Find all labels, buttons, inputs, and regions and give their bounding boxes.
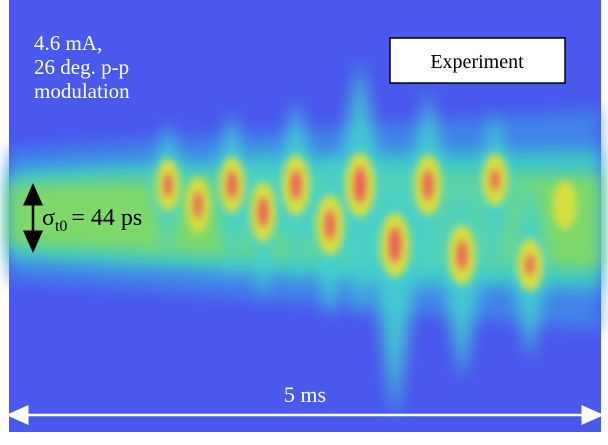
sigma-symbol: σ [42, 205, 55, 231]
legend-label: Experiment [430, 51, 524, 73]
sigma-subscript: t0 [55, 218, 67, 235]
annotation: 26 deg. p-p [34, 55, 129, 79]
sigma-value: = 44 ps [71, 205, 142, 231]
sigma-label: σt0 = 44 ps [42, 205, 142, 235]
annotation: modulation [34, 79, 130, 103]
time-label: 5 ms [284, 382, 326, 407]
legend-box [389, 37, 566, 84]
annotation: 4.6 mA, [34, 31, 102, 55]
